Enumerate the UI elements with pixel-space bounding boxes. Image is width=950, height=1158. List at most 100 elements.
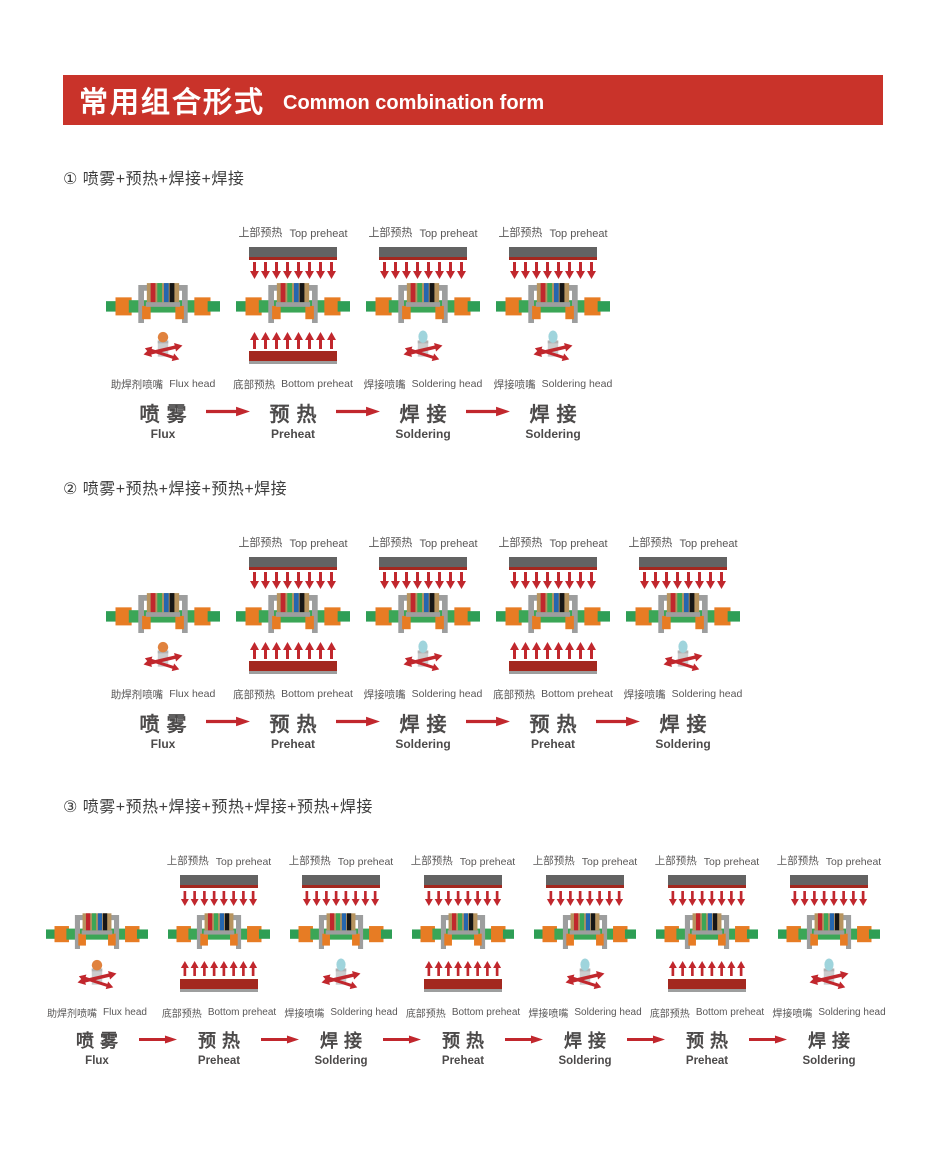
stage-name-en: Preheat	[270, 737, 316, 751]
top-preheat-label-en: Top preheat	[825, 856, 882, 868]
device-label-en: Bottom preheat	[281, 378, 353, 390]
top-preheat-label: 上部预热 Top preheat	[368, 535, 477, 550]
bottom-preheat-heater	[249, 332, 337, 364]
stage-name-wrap: 喷雾	[140, 709, 187, 736]
process-stage: 上部预热 Top preheat	[505, 853, 646, 1067]
stage-name-en: Flux	[85, 1055, 109, 1067]
stage-name-wrap: 喷雾	[140, 399, 187, 426]
section-combination-2: ② 喷雾+预热+焊接+预热+焊接 上部预热 Top preheat	[63, 475, 950, 751]
stage-name-en: Soldering	[525, 427, 581, 441]
top-preheat-label: 上部预热 Top preheat	[628, 535, 737, 550]
device-label: 底部预热 Bottom preheat	[233, 687, 353, 701]
pcb-component-icon	[168, 913, 270, 949]
top-preheat-bar-icon	[180, 875, 258, 888]
heat-down-arrows-icon	[790, 890, 868, 907]
soldering-head-icon	[403, 640, 443, 672]
top-preheat-label-zh: 上部预热	[628, 537, 673, 549]
stage-bottom-zone	[158, 955, 280, 1001]
top-preheat-label-zh: 上部预热	[288, 855, 331, 867]
pcb-component-icon	[656, 913, 758, 949]
stage-bottom-zone	[358, 637, 488, 683]
stage-name-wrap: 焊接	[595, 709, 707, 736]
device-label-en: Bottom preheat	[695, 1006, 765, 1018]
stage-name-wrap: 预热	[627, 1027, 728, 1053]
top-preheat-label: 上部预热 Top preheat	[368, 225, 477, 240]
top-preheat-label: 上部预热 Top preheat	[498, 535, 607, 550]
stage-name-wrap: 预热	[205, 709, 317, 736]
bottom-preheat-bar-icon	[668, 979, 746, 992]
flux-head-icon	[143, 641, 183, 672]
flux-head-icon	[77, 959, 117, 990]
stage-name-wrap: 焊接	[261, 1027, 362, 1053]
device-label-zh: 焊接喷嘴	[528, 1008, 569, 1020]
soldering-head-icon	[565, 958, 605, 990]
device-label-zh: 焊接喷嘴	[493, 378, 536, 391]
stage-name-en: Preheat	[270, 427, 316, 441]
pcb-component-icon	[366, 283, 480, 323]
top-preheat-label-en: Top preheat	[549, 228, 608, 240]
stage-bottom-zone	[358, 327, 488, 373]
process-stage: 上部预热 Top preheat	[205, 225, 358, 441]
stage-name-wrap: 焊接	[505, 1027, 606, 1053]
device-label-en: Flux head	[169, 378, 216, 390]
device-label: 底部预热 Bottom preheat	[162, 1005, 276, 1020]
pcb-component-icon	[46, 913, 148, 949]
process-stage: 上部预热 Top preheat	[595, 535, 748, 751]
process-stage: 上部预热 Top preheat	[627, 853, 768, 1067]
top-preheat-label: 上部预热 Top preheat	[167, 853, 271, 868]
flux-head-icon	[143, 331, 183, 362]
top-preheat-label: 上部预热 Top preheat	[238, 225, 347, 240]
device-label: 焊接喷嘴 Soldering head	[284, 1005, 397, 1020]
top-preheat-bar-icon	[379, 557, 467, 570]
stage-name-zh: 预热	[269, 713, 324, 736]
device-label: 助焊剂喷嘴 Flux head	[111, 377, 216, 391]
heat-down-arrows-icon	[250, 262, 336, 279]
device-label-en: Soldering head	[818, 1006, 886, 1018]
stage-name-en: Flux	[150, 427, 176, 441]
stage-name-en: Preheat	[441, 1055, 485, 1067]
process-stage: 上部预热 Top preheat	[465, 225, 618, 441]
top-preheat-label-en: Top preheat	[289, 228, 348, 240]
device-label: 助焊剂喷嘴 Flux head	[111, 687, 216, 701]
top-preheat-label: 上部预热 Top preheat	[533, 853, 637, 868]
pcb-component-icon	[290, 913, 392, 949]
device-label: 底部预热 Bottom preheat	[233, 377, 353, 391]
flow-arrow-icon	[335, 406, 380, 417]
top-preheat-label-en: Top preheat	[289, 538, 348, 550]
heat-down-arrows-icon	[510, 262, 596, 279]
stage-row: 上部预热 Top preheat	[98, 535, 950, 751]
process-stage: 上部预热 Top preheat	[465, 535, 618, 751]
device-label-zh: 底部预热	[233, 378, 276, 391]
top-preheat-label-zh: 上部预热	[368, 537, 413, 549]
heat-up-arrows-icon	[510, 642, 596, 659]
device-label-zh: 焊接喷嘴	[363, 378, 406, 391]
heat-down-arrows-icon	[510, 572, 596, 589]
top-preheat-bar-icon	[790, 875, 868, 888]
top-preheat-label-zh: 上部预热	[238, 227, 283, 239]
stage-row: 上部预热 Top preheat	[98, 225, 950, 441]
bottom-preheat-bar-icon	[509, 661, 597, 674]
device-label-zh: 焊接喷嘴	[772, 1008, 813, 1020]
stage-name-en: Soldering	[802, 1055, 856, 1067]
top-preheat-label-zh: 上部预热	[166, 855, 209, 867]
stage-name-en: Soldering	[655, 737, 711, 751]
stage-name-wrap: 焊接	[465, 399, 577, 426]
top-preheat-label-en: Top preheat	[581, 856, 638, 868]
top-preheat-bar-icon	[668, 875, 746, 888]
device-label-zh: 底部预热	[233, 688, 276, 701]
bottom-preheat-heater	[509, 642, 597, 674]
stage-bottom-zone	[524, 955, 646, 1001]
pcb-component-icon	[626, 593, 740, 633]
stage-name-en: Soldering	[314, 1055, 368, 1067]
stage-name-en: Soldering	[395, 427, 451, 441]
flow-arrow-icon	[383, 1035, 421, 1044]
flow-arrow-icon	[205, 716, 250, 727]
bottom-preheat-heater	[249, 642, 337, 674]
top-preheat-heater	[509, 247, 597, 279]
top-preheat-label-en: Top preheat	[703, 856, 760, 868]
top-preheat-heater	[249, 557, 337, 589]
top-preheat-label: 上部预热 Top preheat	[655, 853, 759, 868]
stage-name-zh: 焊接	[399, 403, 454, 426]
top-preheat-bar-icon	[249, 557, 337, 570]
top-preheat-label-zh: 上部预热	[238, 537, 283, 549]
